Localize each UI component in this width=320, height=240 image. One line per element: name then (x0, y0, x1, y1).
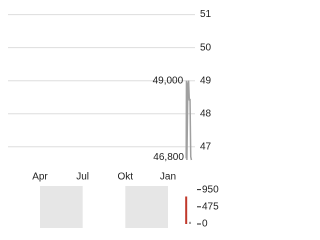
volume-bar (185, 196, 188, 224)
period-band (125, 186, 168, 228)
price-line (185, 80, 193, 161)
y-tick-label: 49 (200, 75, 212, 86)
x-tick-label: Jul (76, 172, 89, 183)
period-band (39, 186, 83, 228)
y-tick-label: 950 (202, 184, 219, 195)
y-tick-label: 475 (202, 201, 219, 212)
x-tick-label: Apr (32, 172, 48, 183)
x-tick-label: Jan (160, 172, 176, 183)
y-tick-label: 48 (200, 108, 212, 119)
y-tick-label: 47 (200, 141, 212, 152)
chart: 47 48 49 50 51 Apr Jul Okt Jan 49,000 46,800 0 475 95… (8, 9, 219, 230)
y-tick-label: 0 (202, 219, 208, 230)
x-tick-label: Okt (118, 172, 134, 183)
y-tick-label: 50 (200, 42, 212, 53)
y-tick-label: 51 (200, 9, 212, 20)
annotation: 46,800 (153, 152, 184, 163)
volume-bar (189, 221, 192, 224)
annotation: 49,000 (153, 75, 184, 86)
